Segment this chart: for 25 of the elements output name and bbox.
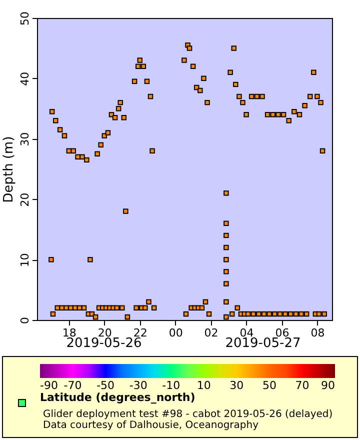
x-tick-label: 08 [310, 326, 325, 340]
color-bar-label: 70 [295, 379, 310, 392]
color-bar-label: 50 [262, 379, 276, 392]
color-bar-label: 10 [196, 379, 211, 392]
color-bar-label: -90 [40, 379, 58, 392]
x-tick-label: 02 [204, 326, 218, 340]
color-bar-label: 30 [230, 379, 244, 392]
y-tick-label: 30 [18, 132, 32, 146]
text: 2019-05-26 [66, 336, 142, 351]
text: Data courtesy of Dalhousie, Oceanography [43, 420, 260, 431]
color-bar-label: -70 [64, 379, 82, 392]
color-bar-label: -50 [96, 379, 115, 392]
color-bar-title: Latitude (degrees_north) [40, 391, 196, 404]
y-axis-title: Depth (m) [2, 136, 16, 203]
color-bar-label: -30 [129, 379, 148, 392]
x-tick-label: 00 [168, 326, 183, 340]
text: 2019-05-27 [225, 336, 301, 351]
y-tick-label: 50 [18, 12, 32, 26]
y-tick-label: 0 [18, 317, 32, 324]
y-tick-label: 40 [18, 72, 32, 86]
text: Glider deployment test #98 - cabot 2019-05-26 (delayed) [43, 409, 333, 420]
y-tick-label: 10 [18, 253, 32, 268]
color-bar-label: -10 [162, 379, 180, 392]
color-bar-label: 90 [321, 379, 335, 392]
y-tick-label: 20 [18, 192, 32, 207]
